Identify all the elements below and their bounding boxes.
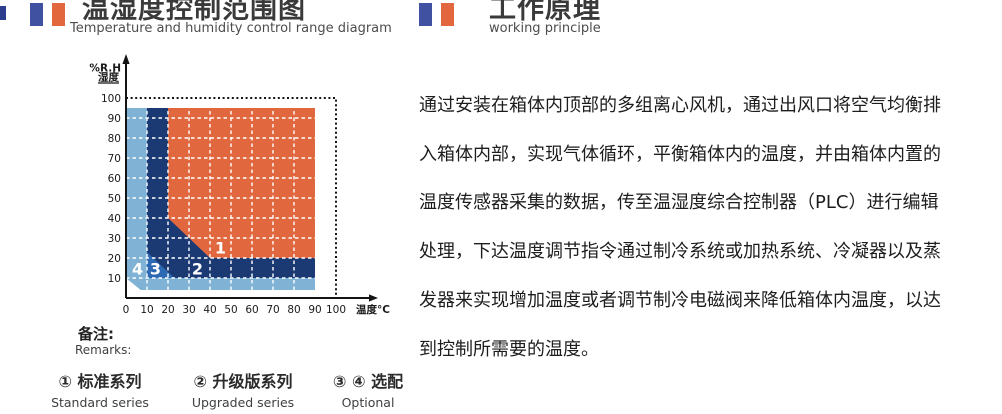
- chart-region-label-3: 3: [150, 260, 161, 279]
- x-tick-label: 70: [266, 304, 279, 316]
- flag-blue-bar: [419, 3, 432, 26]
- chart-region-label-2: 2: [192, 260, 203, 279]
- y-tick-label: 20: [108, 253, 121, 265]
- x-tick-label: 100: [326, 304, 346, 316]
- flag-orange-bar: [52, 3, 65, 26]
- y-tick-label: 60: [108, 173, 121, 185]
- y-axis-label-unit: %R.H: [89, 63, 121, 75]
- chart-region-1: [168, 108, 315, 258]
- x-axis-label: 温度°C: [356, 303, 390, 316]
- y-tick-label: 80: [108, 133, 121, 145]
- range-chart: 4 2 3 1 10 20 30 40 50 60 70 80 90 100 0 10 20 30 40 50 60 70…: [89, 54, 390, 316]
- legend-item-standard: ① 标准系列 Standard series: [40, 368, 160, 410]
- x-tick-label: 50: [224, 304, 237, 316]
- right-section-subtitle: working principle: [489, 21, 601, 36]
- x-tick-label: 60: [245, 304, 258, 316]
- x-tick-label: 40: [203, 304, 216, 316]
- section-flag-icon: [30, 3, 65, 26]
- left-section-title: 温湿度控制范围图: [82, 0, 306, 25]
- page-edge-decoration: [0, 6, 6, 20]
- legend-item-optional: ③ ④ 选配 Optional: [308, 368, 428, 410]
- y-tick-label: 90: [108, 113, 121, 125]
- legend-optional-zh: ③ ④ 选配: [332, 372, 404, 391]
- y-tick-label: 40: [108, 213, 121, 225]
- chart-region-label-1: 1: [215, 239, 226, 258]
- x-tick-label: 0: [123, 304, 130, 316]
- x-tick-label: 90: [308, 304, 321, 316]
- x-tick-label: 20: [161, 304, 174, 316]
- y-tick-label: 10: [108, 273, 121, 285]
- y-tick-label: 70: [108, 153, 121, 165]
- working-principle-text: 通过安装在箱体内顶部的多组离心风机，通过出风口将空气均衡排 入箱体内部，实现气体…: [419, 95, 941, 360]
- flag-orange-bar: [441, 3, 454, 26]
- legend-standard-en: Standard series: [51, 395, 149, 410]
- legend-upgraded-zh: ② 升级版系列: [193, 372, 293, 391]
- flag-blue-bar: [30, 3, 43, 26]
- dotted-frame: [126, 97, 337, 298]
- y-tick-label: 50: [108, 193, 121, 205]
- x-tick-label: 30: [182, 304, 195, 316]
- right-section-title: 工作原理: [489, 0, 601, 25]
- legend-standard-zh: ① 标准系列: [58, 372, 142, 391]
- legend-item-upgraded: ② 升级版系列 Upgraded series: [178, 368, 308, 410]
- x-tick-label: 80: [287, 304, 300, 316]
- x-axis-arrow-icon: [369, 294, 378, 302]
- left-section-subtitle: Temperature and humidity control range d…: [70, 21, 392, 36]
- x-tick-label: 10: [140, 304, 153, 316]
- remarks-label-en: Remarks:: [75, 343, 132, 357]
- y-axis-arrow-icon: [122, 54, 130, 64]
- y-tick-label: 100: [101, 93, 121, 105]
- legend-upgraded-en: Upgraded series: [191, 395, 295, 410]
- legend-optional-en: Optional: [341, 395, 395, 410]
- y-tick-label: 30: [108, 233, 121, 245]
- remarks-label-zh: 备注:: [78, 325, 114, 343]
- y-axis-label-name: 湿度: [98, 71, 119, 84]
- section-flag-icon: [419, 3, 454, 26]
- chart-region-label-4: 4: [132, 260, 143, 279]
